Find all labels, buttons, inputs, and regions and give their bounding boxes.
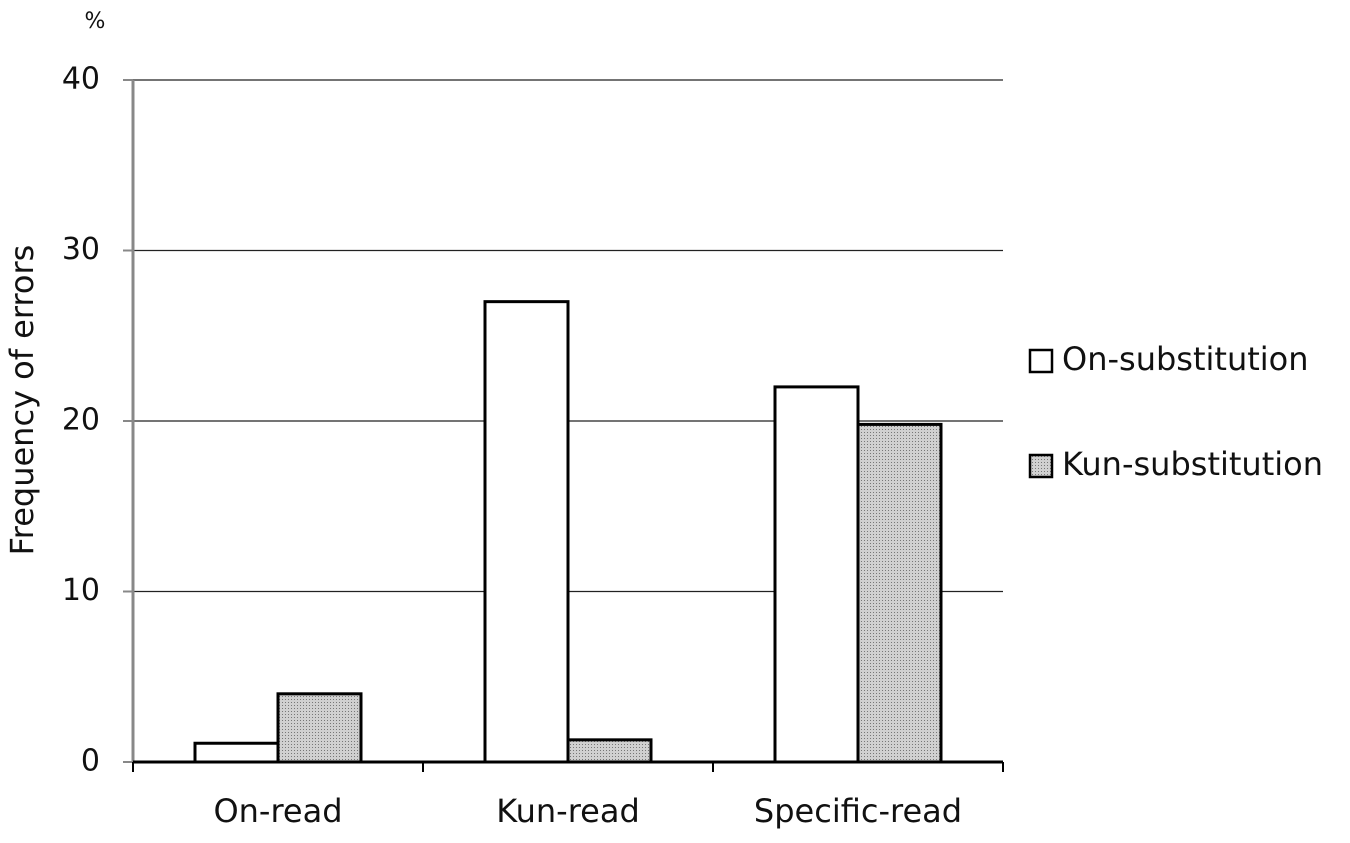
bar	[773, 385, 860, 764]
x-tick-label: Specific-read	[754, 792, 962, 830]
y-tick-label: 30	[62, 232, 100, 267]
x-tick-label: On-read	[213, 792, 342, 830]
bar	[483, 300, 570, 764]
legend-label: On-substitution	[1062, 340, 1309, 378]
bar	[193, 741, 280, 764]
legend-swatch	[1028, 453, 1054, 479]
y-tick-label: 0	[81, 744, 100, 779]
bar	[276, 692, 363, 764]
y-axis-title: Frequency of errors	[3, 245, 41, 556]
bar	[856, 422, 943, 764]
bar	[566, 738, 653, 764]
y-tick-label: 10	[62, 573, 100, 608]
legend-label: Kun-substitution	[1062, 445, 1323, 483]
y-tick-label: 20	[62, 403, 100, 438]
x-tick-label: Kun-read	[496, 792, 640, 830]
y-tick-label: 40	[62, 62, 100, 97]
legend-swatch	[1028, 348, 1054, 374]
y-unit: %	[85, 9, 106, 34]
